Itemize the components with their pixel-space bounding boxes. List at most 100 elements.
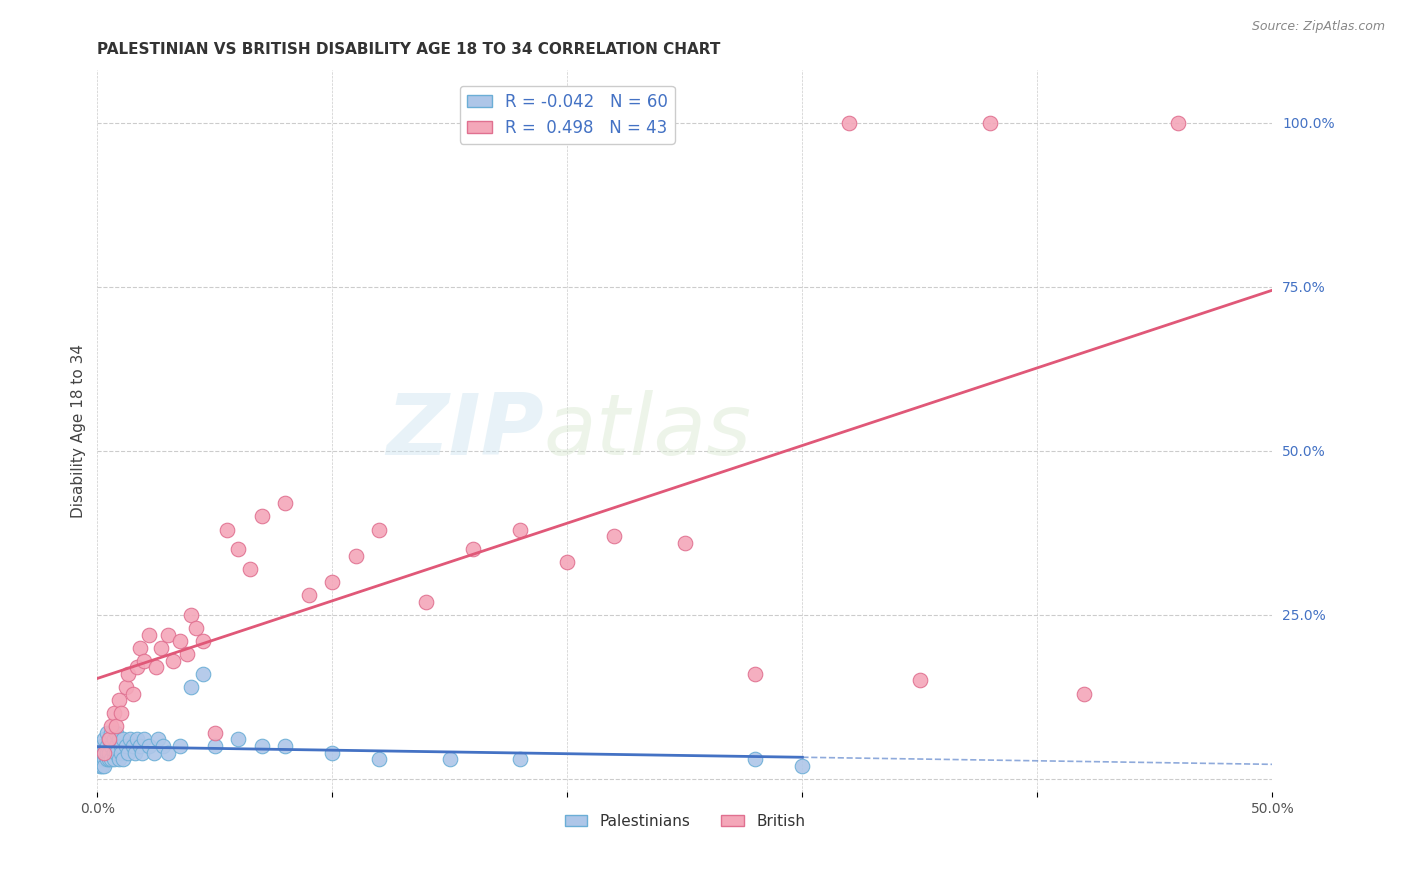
Point bbox=[120, 732, 142, 747]
Point bbox=[96, 752, 118, 766]
Legend: Palestinians, British: Palestinians, British bbox=[558, 807, 811, 835]
Point bbox=[103, 732, 125, 747]
Text: PALESTINIAN VS BRITISH DISABILITY AGE 18 TO 34 CORRELATION CHART: PALESTINIAN VS BRITISH DISABILITY AGE 18… bbox=[97, 42, 721, 57]
Point bbox=[114, 680, 136, 694]
Point bbox=[121, 739, 143, 753]
Point bbox=[744, 752, 766, 766]
Point bbox=[91, 758, 114, 772]
Point bbox=[93, 746, 115, 760]
Point bbox=[145, 660, 167, 674]
Point bbox=[89, 746, 111, 760]
Point bbox=[274, 739, 297, 753]
Point bbox=[156, 746, 179, 760]
Point bbox=[215, 523, 238, 537]
Point bbox=[368, 523, 391, 537]
Point bbox=[117, 746, 139, 760]
Point bbox=[156, 627, 179, 641]
Point bbox=[96, 739, 118, 753]
Point bbox=[415, 595, 437, 609]
Point bbox=[131, 746, 153, 760]
Point bbox=[100, 739, 122, 753]
Y-axis label: Disability Age 18 to 34: Disability Age 18 to 34 bbox=[72, 344, 86, 518]
Point bbox=[204, 739, 226, 753]
Point bbox=[1167, 116, 1189, 130]
Point bbox=[107, 752, 129, 766]
Point bbox=[100, 726, 122, 740]
Point bbox=[509, 752, 531, 766]
Point bbox=[673, 535, 696, 549]
Point bbox=[321, 746, 343, 760]
Point bbox=[368, 752, 391, 766]
Point bbox=[908, 673, 931, 688]
Point bbox=[148, 732, 170, 747]
Point bbox=[250, 509, 273, 524]
Point bbox=[169, 739, 191, 753]
Point bbox=[110, 706, 132, 721]
Point bbox=[98, 752, 121, 766]
Point bbox=[138, 627, 160, 641]
Point bbox=[134, 654, 156, 668]
Point bbox=[176, 647, 198, 661]
Point bbox=[128, 640, 150, 655]
Point bbox=[98, 746, 121, 760]
Point bbox=[105, 739, 128, 753]
Point bbox=[180, 680, 202, 694]
Point bbox=[228, 732, 250, 747]
Point bbox=[105, 719, 128, 733]
Point bbox=[191, 666, 214, 681]
Point bbox=[110, 739, 132, 753]
Point bbox=[134, 732, 156, 747]
Point bbox=[98, 732, 121, 747]
Text: Source: ZipAtlas.com: Source: ZipAtlas.com bbox=[1251, 20, 1385, 33]
Point bbox=[557, 555, 579, 569]
Point bbox=[100, 719, 122, 733]
Point bbox=[96, 746, 118, 760]
Point bbox=[180, 607, 202, 622]
Point bbox=[138, 739, 160, 753]
Point bbox=[105, 726, 128, 740]
Point bbox=[96, 726, 118, 740]
Point bbox=[103, 706, 125, 721]
Point bbox=[93, 732, 115, 747]
Point bbox=[603, 529, 626, 543]
Point bbox=[89, 752, 111, 766]
Point bbox=[228, 542, 250, 557]
Point bbox=[344, 549, 367, 563]
Point bbox=[110, 746, 132, 760]
Point bbox=[107, 732, 129, 747]
Point bbox=[112, 732, 135, 747]
Point bbox=[107, 693, 129, 707]
Point bbox=[127, 732, 149, 747]
Point bbox=[89, 758, 111, 772]
Point bbox=[184, 621, 207, 635]
Point bbox=[509, 523, 531, 537]
Point bbox=[121, 687, 143, 701]
Point bbox=[792, 758, 814, 772]
Point bbox=[239, 562, 262, 576]
Point bbox=[463, 542, 485, 557]
Point bbox=[142, 746, 165, 760]
Point bbox=[250, 739, 273, 753]
Point bbox=[93, 752, 115, 766]
Point bbox=[105, 746, 128, 760]
Point bbox=[298, 588, 321, 602]
Point bbox=[93, 758, 115, 772]
Point bbox=[152, 739, 174, 753]
Point bbox=[321, 575, 343, 590]
Point bbox=[124, 746, 146, 760]
Point bbox=[114, 739, 136, 753]
Point bbox=[91, 746, 114, 760]
Point bbox=[103, 746, 125, 760]
Point bbox=[838, 116, 860, 130]
Point bbox=[112, 752, 135, 766]
Point bbox=[439, 752, 461, 766]
Text: ZIP: ZIP bbox=[387, 390, 544, 473]
Point bbox=[93, 746, 115, 760]
Point bbox=[100, 752, 122, 766]
Point bbox=[91, 739, 114, 753]
Point bbox=[128, 739, 150, 753]
Point bbox=[103, 752, 125, 766]
Point bbox=[191, 634, 214, 648]
Point bbox=[127, 660, 149, 674]
Point bbox=[98, 732, 121, 747]
